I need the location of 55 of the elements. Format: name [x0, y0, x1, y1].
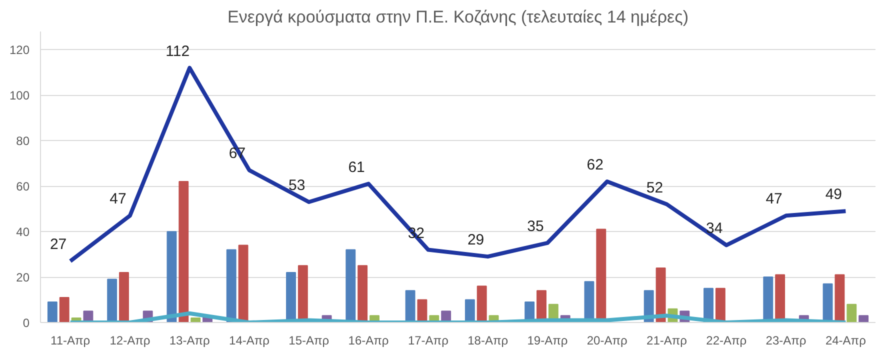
x-tick-label: 12-Απρ [110, 334, 150, 348]
bar [476, 286, 487, 322]
x-tick-label: 19-Απρ [527, 334, 568, 348]
y-tick-label: 20 [16, 270, 30, 285]
chart-title: Ενεργά κρούσματα στην Π.Ε. Κοζάνης (τελευταίες 14 ημέρες) [228, 8, 688, 26]
x-tick-label: 15-Απρ [288, 334, 330, 348]
x-tick-label: 20-Απρ [586, 334, 628, 348]
bar [47, 302, 58, 322]
bar [464, 299, 475, 322]
data-label: 47 [110, 190, 126, 208]
x-tick-label: 17-Απρ [408, 334, 449, 348]
bar [190, 317, 201, 322]
x-tick-label: 18-Απρ [468, 334, 508, 348]
y-tick-label: 40 [16, 225, 30, 240]
x-tick-label: 23-Απρ [766, 334, 806, 348]
data-label: 34 [706, 220, 723, 238]
data-label: 27 [50, 236, 67, 254]
bar [59, 296, 70, 322]
x-tick-label: 21-Απρ [646, 334, 688, 348]
data-label: 47 [766, 190, 782, 208]
bar [656, 267, 666, 322]
bar [846, 304, 857, 322]
data-label: 52 [646, 179, 664, 196]
bar [715, 288, 726, 322]
y-tick-label: 100 [9, 88, 30, 103]
line-series [68, 66, 848, 264]
data-label: 62 [586, 156, 604, 174]
y-tick-label: 60 [16, 180, 30, 194]
y-tick-label: 80 [16, 134, 30, 148]
x-tick-label: 11-Απρ [50, 334, 90, 348]
bar [238, 244, 248, 322]
bar [858, 315, 869, 322]
bar [405, 290, 416, 322]
y-tick-label: 120 [9, 43, 30, 58]
bar [834, 274, 845, 322]
x-tick-label: 24-Απρ [825, 334, 866, 348]
bar [226, 249, 236, 322]
bar [178, 181, 189, 322]
y-tick-label: 0 [22, 316, 30, 330]
bar [119, 272, 129, 322]
line-series [68, 311, 848, 322]
bar [417, 299, 428, 322]
bar [358, 265, 368, 322]
data-label: 35 [527, 218, 544, 235]
x-tick-label: 14-Απρ [229, 334, 270, 348]
data-label: 112 [166, 42, 190, 60]
bar [107, 278, 118, 322]
data-label: 61 [348, 158, 365, 176]
x-tick-label: 16-Απρ [348, 334, 389, 348]
data-label: 53 [288, 177, 306, 194]
data-label: 29 [467, 232, 484, 249]
bar [166, 231, 177, 322]
x-tick-label: 13-Απρ [169, 334, 210, 348]
data-label: 49 [825, 186, 842, 204]
x-tick-label: 22-Απρ [706, 334, 747, 348]
